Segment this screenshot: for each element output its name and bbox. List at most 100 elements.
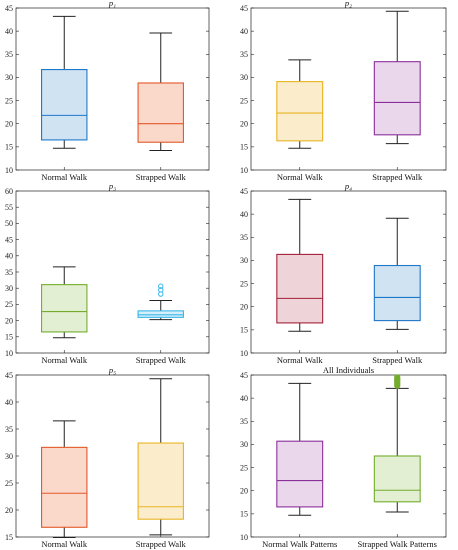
y-tick-label: 25 <box>240 96 248 105</box>
y-tick-label: 20 <box>240 487 248 496</box>
box-iqr <box>41 69 88 141</box>
y-tick-label: 15 <box>240 510 248 519</box>
y-tick-label: 15 <box>240 143 248 152</box>
chart-title: p₄ <box>344 181 352 191</box>
box-1 <box>41 420 88 539</box>
axes-frame <box>15 7 210 171</box>
y-tick-label: 40 <box>240 210 248 219</box>
axes-frame <box>250 190 447 354</box>
y-tick-label: 15 <box>240 326 248 335</box>
box-iqr <box>276 253 324 324</box>
box-iqr <box>276 81 324 142</box>
y-tick-label: 40 <box>5 27 13 36</box>
y-tick-label: 40 <box>5 398 13 407</box>
y-tick-label: 35 <box>240 233 248 242</box>
x-category-label: Strapped Walk <box>136 355 187 365</box>
y-tick-label: 25 <box>5 96 13 105</box>
y-tick-label: 10 <box>240 166 248 175</box>
y-tick-label: 45 <box>240 371 248 380</box>
y-tick-label: 35 <box>5 425 13 434</box>
x-category-label: Strapped Walk <box>372 172 423 182</box>
outlier-point <box>158 283 164 289</box>
y-tick-label: 15 <box>5 333 13 342</box>
y-tick-label: 40 <box>5 252 13 261</box>
y-tick-label: 10 <box>5 349 13 358</box>
box-2 <box>373 217 421 330</box>
y-tick-label: 10 <box>240 349 248 358</box>
x-category-label: Normal Walk <box>41 539 87 549</box>
x-category-label: Strapped Walk Patterns <box>358 539 437 549</box>
y-tick-label: 30 <box>5 73 13 82</box>
y-tick-label: 30 <box>5 284 13 293</box>
box-iqr <box>41 446 88 528</box>
box-iqr <box>137 310 184 318</box>
y-tick-label: 20 <box>240 120 248 129</box>
box-2 <box>137 283 184 321</box>
y-tick-label: 35 <box>5 50 13 59</box>
chart-panel-2: p₂ 10 15 20 25 30 35 40 45 Normal Walk Strapped Wa… <box>240 0 447 182</box>
y-tick-label: 20 <box>5 506 13 515</box>
y-tick-label: 55 <box>5 203 13 212</box>
outlier-point <box>158 287 164 293</box>
y-tick-label: 35 <box>240 417 248 426</box>
x-category-label: Normal Walk <box>41 355 87 365</box>
box-1 <box>41 15 88 149</box>
y-tick-label: 50 <box>5 219 13 228</box>
y-tick-label: 40 <box>240 27 248 36</box>
y-tick-label: 25 <box>240 279 248 288</box>
y-tick-label: 15 <box>5 533 13 542</box>
chart-title: p₂ <box>344 0 352 8</box>
y-tick-label: 35 <box>5 268 13 277</box>
box-iqr <box>373 61 421 136</box>
box-1 <box>276 59 324 149</box>
chart-panel-1: p₁ 10 15 20 25 30 35 40 45 Normal Walk Strapped Wa… <box>5 0 210 182</box>
chart-panel-4: p₄ 10 15 20 25 30 35 40 45 Normal Walk Strapped Wa… <box>240 181 447 365</box>
x-category-label: Strapped Walk <box>136 539 187 549</box>
box-2 <box>373 10 421 145</box>
y-tick-label: 60 <box>5 187 13 196</box>
y-tick-label: 30 <box>5 452 13 461</box>
y-tick-label: 45 <box>240 4 248 13</box>
chart-title: p₅ <box>108 365 116 375</box>
y-tick-label: 45 <box>240 187 248 196</box>
y-tick-label: 40 <box>240 394 248 403</box>
box-iqr <box>137 442 184 520</box>
y-tick-label: 25 <box>5 300 13 309</box>
y-tick-label: 45 <box>5 4 13 13</box>
x-category-label: Strapped Walk <box>136 172 187 182</box>
box-1 <box>276 198 324 332</box>
chart-title: p₃ <box>108 181 116 191</box>
outlier-point <box>394 374 401 381</box>
box-iqr <box>373 455 421 503</box>
box-2 <box>373 374 421 513</box>
y-tick-label: 45 <box>5 371 13 380</box>
y-tick-label: 25 <box>5 479 13 488</box>
y-tick-label: 45 <box>5 235 13 244</box>
y-tick-label: 30 <box>240 440 248 449</box>
x-category-label: Strapped Walk <box>372 355 423 365</box>
y-tick-label: 20 <box>5 120 13 129</box>
y-tick-label: 15 <box>5 143 13 152</box>
box-1 <box>276 382 324 516</box>
y-tick-label: 35 <box>240 50 248 59</box>
chart-title: p₁ <box>108 0 116 8</box>
x-category-label: Normal Walk <box>41 172 87 182</box>
chart-panel-6: All Individuals 10 15 20 25 30 35 40 45 Normal Wa… <box>240 365 447 549</box>
y-tick-label: 25 <box>240 463 248 472</box>
axes-frame <box>250 7 447 171</box>
box-iqr <box>276 440 324 508</box>
y-tick-label: 30 <box>240 73 248 82</box>
box-iqr <box>373 264 421 322</box>
box-iqr <box>137 82 184 143</box>
y-tick-label: 30 <box>240 256 248 265</box>
y-tick-label: 20 <box>240 303 248 312</box>
box-2 <box>137 378 184 536</box>
box-iqr <box>41 284 88 333</box>
y-tick-label: 20 <box>5 316 13 325</box>
y-tick-label: 10 <box>5 166 13 175</box>
chart-title: All Individuals <box>323 365 374 375</box>
box-1 <box>41 266 88 339</box>
x-category-label: Normal Walk <box>277 355 323 365</box>
chart-panel-3: p₃ 10 15 20 25 30 35 40 45 50 55 60 Normal Walk Strap… <box>5 181 210 365</box>
